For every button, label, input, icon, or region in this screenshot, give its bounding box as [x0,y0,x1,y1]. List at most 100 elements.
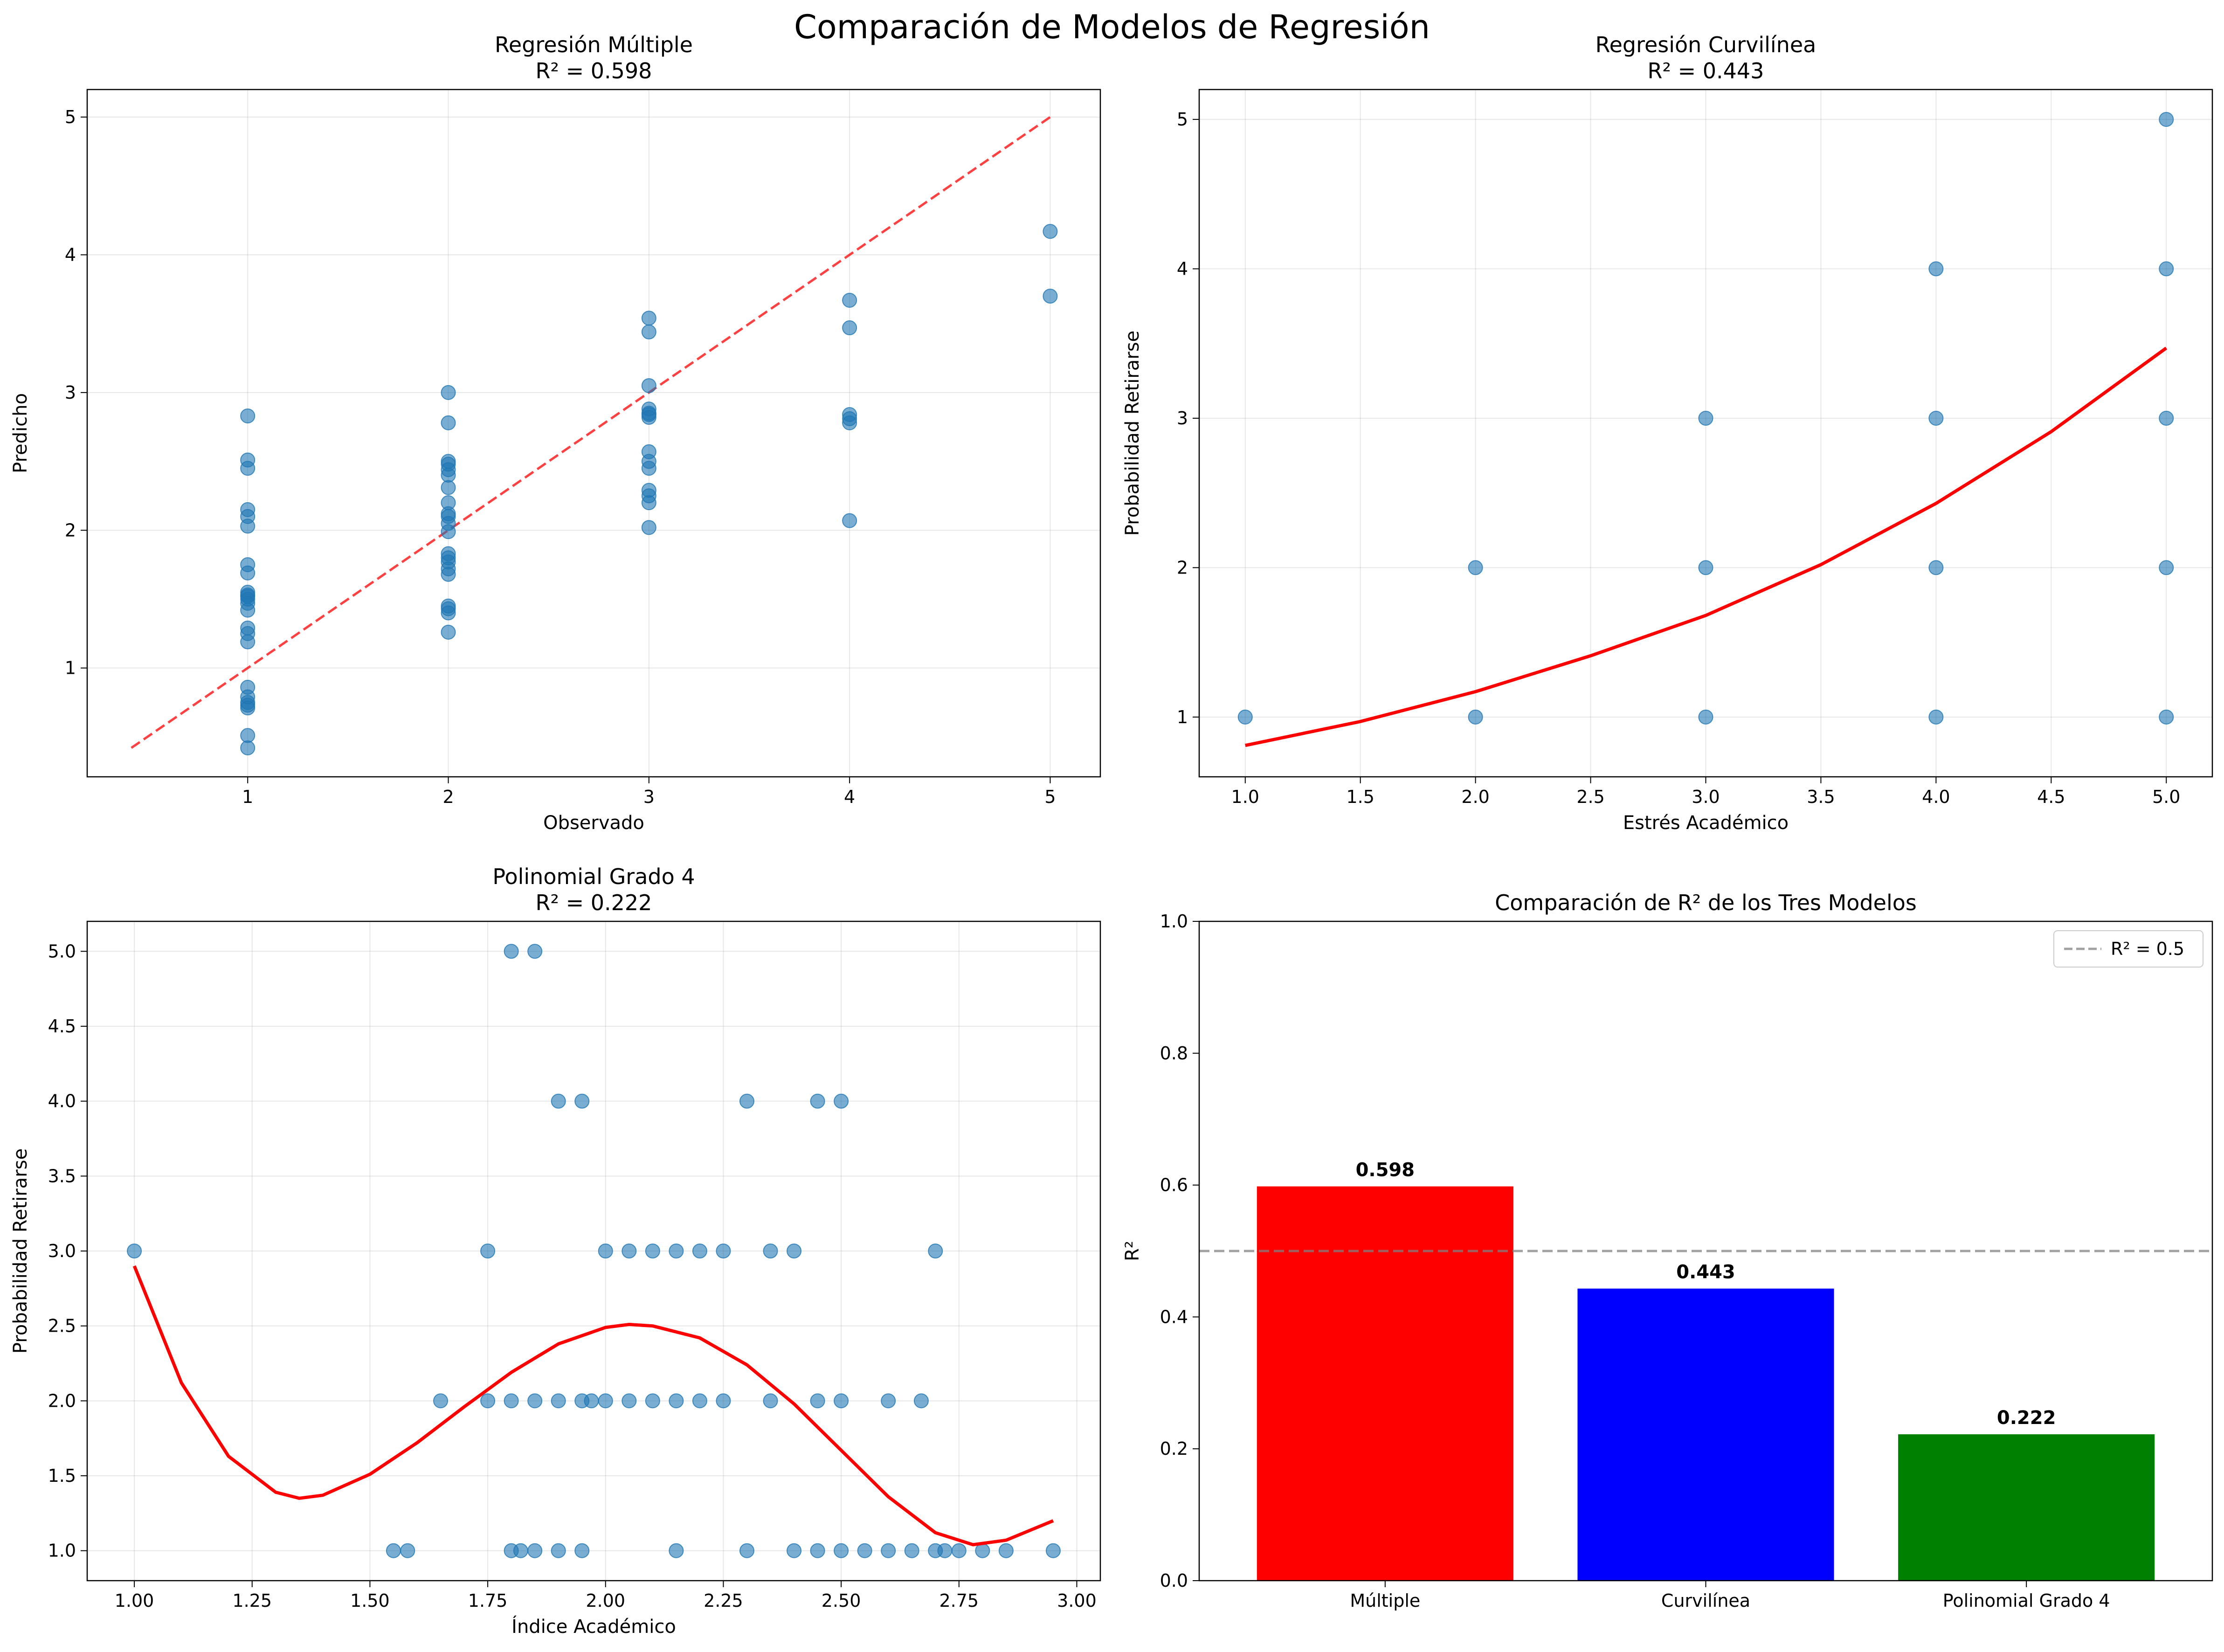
x-tick-label: 1.25 [232,1590,272,1611]
data-point [641,378,656,394]
data-point [2159,560,2174,575]
data-point [441,468,456,483]
x-tick-label: Múltiple [1350,1590,1420,1611]
x-axis-label: Estrés Académico [1623,812,1789,834]
x-tick-label: 5.0 [2152,787,2180,807]
y-tick-label: 5.0 [48,941,76,961]
x-axis-label: Observado [543,812,644,834]
bar-value-label: 0.598 [1356,1159,1415,1181]
data-point [669,1244,684,1258]
data-point [441,550,456,566]
data-point [641,324,656,339]
data-point [551,1093,566,1109]
data-point [2159,709,2174,725]
data-point [641,311,656,326]
bar-value-label: 0.222 [1997,1407,2056,1429]
data-point [763,1244,778,1258]
y-axis-label: Probabilidad Retirarse [10,1148,31,1354]
y-tick-label: 4 [65,244,76,265]
data-point [441,624,456,640]
x-tick-label: 1.5 [1346,787,1374,807]
data-point [598,1393,613,1409]
x-tick-label: 1 [242,787,253,807]
fit-curve [132,1265,1054,1547]
chart-subtitle: R² = 0.443 [1648,58,1764,83]
y-tick-label: 1 [1177,707,1188,727]
x-tick-label: 4.5 [2037,787,2065,807]
data-point [998,1543,1014,1558]
y-axis-label: Probabilidad Retirarse [1122,331,1143,536]
data-point [1237,709,1253,725]
data-point [513,1543,528,1558]
x-tick-label: 3.00 [1057,1590,1097,1611]
x-tick-label: 2.50 [822,1590,861,1611]
y-tick-label: 4.5 [48,1016,76,1037]
data-point [787,1543,802,1558]
bar-value-label: 0.443 [1676,1262,1735,1283]
data-point [904,1543,919,1558]
reference-line [131,116,1051,749]
data-point [386,1543,401,1558]
data-point [739,1093,754,1109]
chart-subtitle: R² = 0.598 [536,58,652,83]
y-tick-label: 0.4 [1160,1306,1188,1327]
data-point [240,518,256,534]
chart-panel-4: Comparación de R² de los Tres Modelos 0.0… [1122,890,2213,1611]
x-tick-label: 2.25 [704,1590,743,1611]
data-point [645,1244,660,1258]
data-point [645,1393,660,1409]
y-tick-label: 1.0 [1160,911,1188,932]
data-point [641,407,656,422]
x-tick-label: 1.00 [115,1590,154,1611]
data-point [1043,224,1058,239]
y-tick-label: 3 [65,382,76,403]
x-tick-label: 2 [442,787,454,807]
x-tick-label: 2.00 [586,1590,625,1611]
data-point [551,1393,566,1409]
data-point [913,1393,929,1409]
data-point [574,1093,590,1109]
data-point [739,1543,754,1558]
y-tick-label: 0.0 [1160,1570,1188,1591]
data-point [584,1393,599,1409]
x-tick-label: 2.75 [939,1590,979,1611]
chart-title: Regresión Múltiple [495,32,693,57]
y-axis-label: R² [1122,1241,1143,1261]
y-tick-label: 2 [1177,557,1188,578]
y-tick-label: 0.8 [1160,1043,1188,1064]
y-tick-label: 5 [1177,109,1188,130]
data-point [975,1543,990,1558]
data-point [441,567,456,582]
data-point [2159,410,2174,426]
data-point [928,1244,943,1258]
axes-frame [1198,89,2213,778]
data-point [842,320,857,336]
data-point [881,1393,896,1409]
bar-2 [1577,1288,1834,1581]
data-point [527,944,543,959]
data-point [1468,560,1483,575]
data-point [951,1543,967,1558]
y-tick-label: 3.0 [48,1241,76,1261]
x-tick-label: 4 [844,787,855,807]
data-point [842,415,857,430]
data-point [480,1393,496,1409]
data-point [127,1244,142,1258]
data-point [842,513,857,528]
data-point [1698,709,1713,725]
bar-3 [1898,1434,2155,1581]
data-point [441,605,456,621]
axes-frame [1198,920,2213,1582]
data-point [1928,709,1944,725]
data-point [716,1393,731,1409]
fit-curve [1245,346,2168,747]
data-point [240,634,256,650]
x-tick-label: 4.0 [1922,787,1950,807]
data-point [2159,261,2174,276]
data-point [1468,709,1483,725]
data-point [669,1543,684,1558]
data-point [810,1093,825,1109]
data-point [441,524,456,539]
data-point [240,461,256,476]
